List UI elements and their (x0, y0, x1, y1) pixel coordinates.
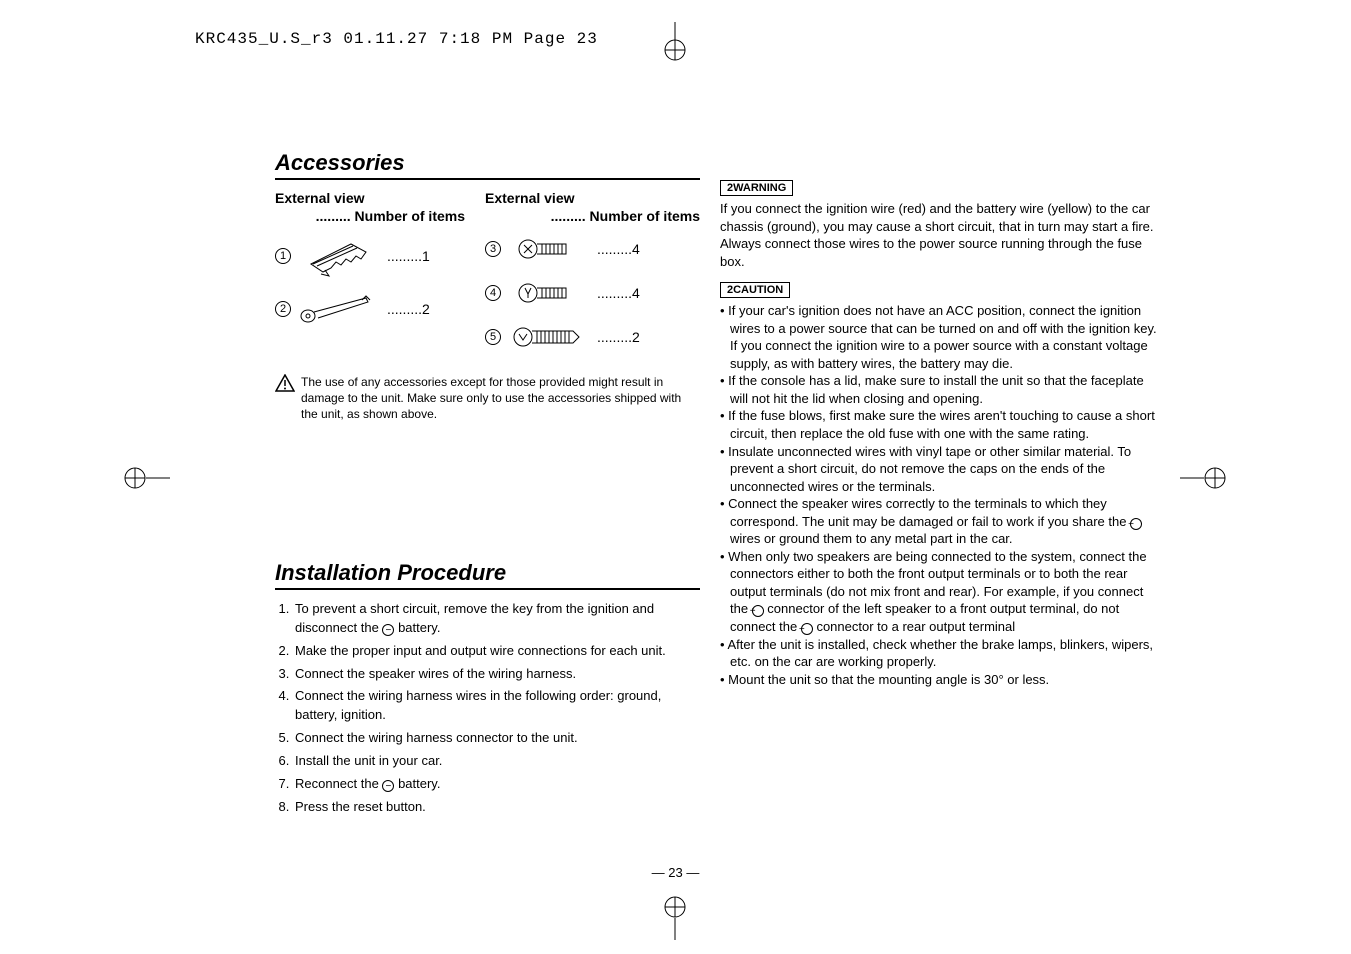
acc-icon-key (291, 292, 381, 326)
ext-view-right-head: External view (485, 190, 700, 206)
caution-bullet: Insulate unconnected wires with vinyl ta… (730, 443, 1160, 496)
warning-triangle-icon (275, 374, 295, 423)
caution-bullet: When only two speakers are being connect… (730, 548, 1160, 636)
caution-bullet: If the fuse blows, first make sure the w… (730, 407, 1160, 442)
install-step: Connect the wiring harness wires in the … (293, 687, 700, 725)
install-title: Installation Procedure (275, 560, 700, 590)
crop-mark-left (120, 458, 170, 498)
acc-num-3: 3 (485, 241, 501, 257)
warning-label: 2WARNING (720, 180, 793, 196)
page-number: — 23 — (652, 865, 700, 880)
acc-num-2: 2 (275, 301, 291, 317)
acc-num-4: 4 (485, 285, 501, 301)
header-filename: KRC435_U.S_r3 01.11.27 7:18 PM Page 23 (195, 30, 598, 48)
acc-icon-screw-3 (501, 322, 591, 352)
install-step: Install the unit in your car. (293, 752, 700, 771)
caution-bullet: If the console has a lid, make sure to i… (730, 372, 1160, 407)
accessories-note: The use of any accessories except for th… (301, 374, 700, 423)
install-step: Connect the speaker wires of the wiring … (293, 665, 700, 684)
acc-qty-4: .........4 (597, 285, 640, 301)
install-step: To prevent a short circuit, remove the k… (293, 600, 700, 638)
acc-icon-sleeve (291, 234, 381, 278)
crop-mark-top (655, 22, 695, 62)
install-section: Installation Procedure To prevent a shor… (275, 560, 700, 829)
acc-qty-1: .........1 (387, 248, 430, 264)
warning-text: If you connect the ignition wire (red) a… (720, 200, 1160, 270)
acc-icon-screw-1 (501, 234, 591, 264)
acc-qty-5: .........2 (597, 329, 640, 345)
install-step: Press the reset button. (293, 798, 700, 817)
ext-view-left-numlabel: ......... Number of items (275, 208, 485, 224)
accessories-section: Accessories External view ......... Numb… (275, 150, 700, 423)
accessories-title: Accessories (275, 150, 700, 180)
acc-qty-3: .........4 (597, 241, 640, 257)
caution-bullet: Connect the speaker wires correctly to t… (730, 495, 1160, 548)
caution-label: 2CAUTION (720, 282, 790, 298)
caution-bullet: If your car's ignition does not have an … (730, 302, 1160, 372)
ext-view-left: External view ......... Number of items … (275, 190, 485, 366)
caution-bullet: Mount the unit so that the mounting angl… (730, 671, 1160, 689)
acc-qty-2: .........2 (387, 301, 430, 317)
caution-bullet: After the unit is installed, check wheth… (730, 636, 1160, 671)
crop-mark-right (1180, 458, 1230, 498)
accessories-note-row: The use of any accessories except for th… (275, 374, 700, 423)
acc-num-1: 1 (275, 248, 291, 264)
crop-mark-bottom (655, 895, 695, 940)
acc-icon-screw-2 (501, 278, 591, 308)
right-column: 2WARNING If you connect the ignition wir… (720, 178, 1160, 701)
install-step: Connect the wiring harness connector to … (293, 729, 700, 748)
ext-view-left-head: External view (275, 190, 485, 206)
ext-view-right: External view ......... Number of items … (485, 190, 700, 366)
acc-num-5: 5 (485, 329, 501, 345)
install-step: Reconnect the − battery. (293, 775, 700, 794)
install-step: Make the proper input and output wire co… (293, 642, 700, 661)
ext-view-right-numlabel: ......... Number of items (485, 208, 700, 224)
